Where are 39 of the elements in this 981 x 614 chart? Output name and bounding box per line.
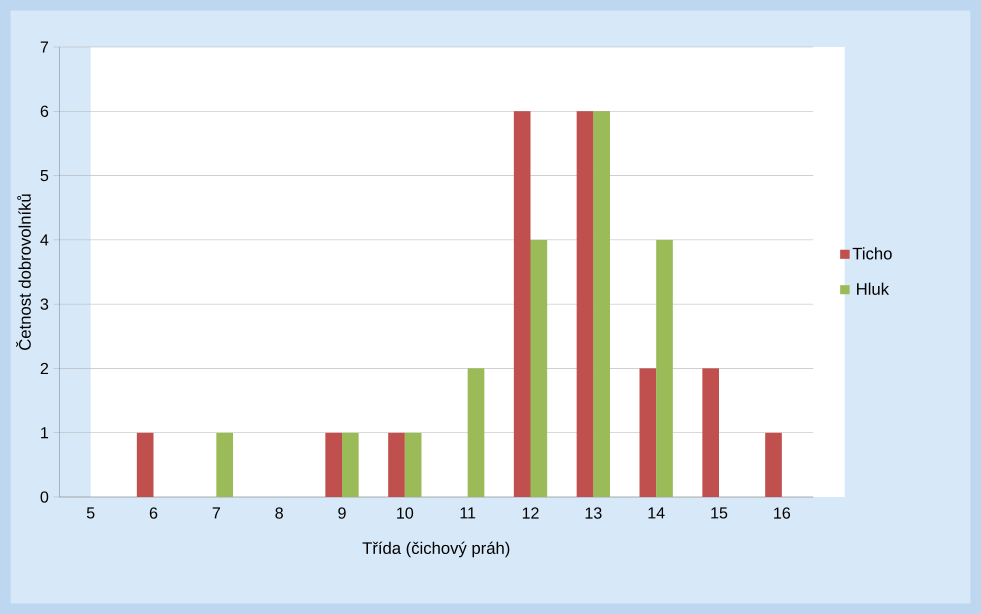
x-tick-label: 10 <box>397 507 414 519</box>
y-tick-label: 7 <box>40 42 48 53</box>
x-tick-label: 11 <box>460 507 476 518</box>
x-tick-label: 16 <box>774 507 790 519</box>
bar <box>468 368 484 497</box>
bar <box>640 368 656 497</box>
y-tick-label: 2 <box>40 362 48 374</box>
bar <box>216 432 233 497</box>
bar <box>342 432 359 497</box>
x-tick-label: 8 <box>275 507 283 519</box>
x-tick-label: 13 <box>586 507 602 519</box>
y-tick-label: 6 <box>40 106 48 117</box>
y-axis-title: Četnost dobrovolníků <box>16 194 31 350</box>
bar <box>514 111 531 497</box>
bar <box>388 432 405 497</box>
bar <box>656 240 673 497</box>
x-tick-label: 14 <box>648 507 665 518</box>
bar <box>576 111 594 497</box>
bar <box>702 368 720 497</box>
bar <box>325 432 342 497</box>
y-tick-label: 3 <box>40 298 48 310</box>
y-tick-label: 5 <box>40 170 48 182</box>
x-tick-label: 6 <box>150 507 158 519</box>
bar <box>765 432 782 497</box>
y-tick-label: 1 <box>41 427 48 438</box>
bar <box>593 111 610 497</box>
x-tick-label: 15 <box>711 507 728 519</box>
bar <box>404 432 422 497</box>
x-tick-label: 12 <box>522 507 539 519</box>
legend-label: Ticho <box>852 247 892 260</box>
bar <box>136 432 154 497</box>
y-tick-label: 4 <box>40 234 48 246</box>
x-tick-label: 5 <box>86 507 94 519</box>
x-tick-label: 7 <box>212 507 220 518</box>
x-tick-label: 9 <box>338 507 346 519</box>
y-tick-label: 0 <box>40 491 48 503</box>
x-axis-title: Třída (čichový práh) <box>362 542 510 558</box>
bar <box>530 240 548 497</box>
legend-label: Hluk <box>857 282 890 295</box>
